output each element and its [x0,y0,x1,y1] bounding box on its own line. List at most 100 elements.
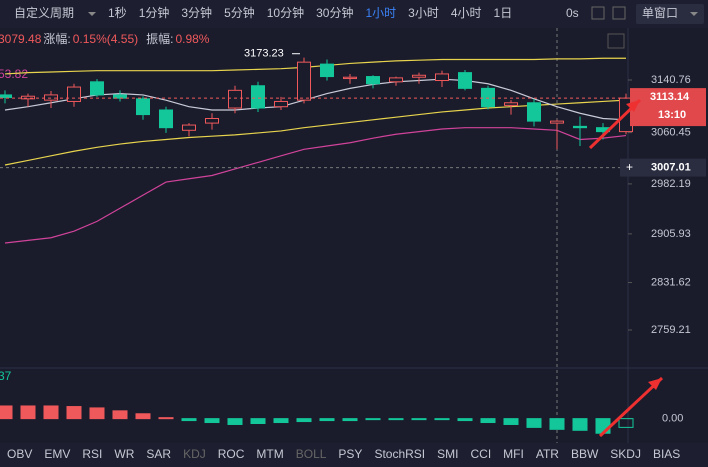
indicator-tab[interactable]: CCI [470,447,491,461]
indicator-tab[interactable]: PSY [338,447,362,461]
histogram-bar [503,418,519,425]
histogram-bar [250,418,266,425]
histogram-bar [388,418,404,421]
y-tick-label: 3140.76 [651,74,691,86]
info-text: 0.15%(4.55) [73,32,138,46]
indicator-tab[interactable]: ROC [218,447,245,461]
candle-body [458,72,472,89]
interval-tab[interactable]: 3分钟 [181,5,212,20]
histogram-bar [342,418,358,422]
indicator-line [4,57,626,75]
histogram-bar [480,418,496,424]
settings-icon[interactable] [612,6,626,20]
crosshair-price: 3007.01 [651,162,691,174]
sub-y-tick-label: 0.00 [662,413,683,425]
info-text: 涨幅: [43,31,70,46]
histogram-bar [181,418,197,422]
candle-body [90,81,104,96]
info-text: 振幅: [146,31,173,46]
indicator-tab[interactable]: BIAS [653,447,680,461]
crosshair-box [620,158,706,177]
histogram-bar [273,418,289,424]
candle-body [205,117,219,124]
candle-body [67,86,81,102]
candle-body [389,77,403,83]
indicator-tab[interactable]: EMV [44,447,70,461]
interval-tab[interactable]: 3小时 [408,6,439,20]
dropdown-caret [690,12,698,16]
histogram-bar [319,418,335,422]
candle-body [504,102,518,106]
indicator-line [4,78,627,121]
last-price-box [630,88,706,127]
candle-body [550,120,564,124]
candle-body [136,98,150,116]
candle-body [251,85,265,109]
candle-countdown: 13:10 [658,109,686,121]
window-label[interactable]: 单窗口 [642,6,678,20]
window-button[interactable] [636,4,704,24]
y-tick-label: 2905.93 [651,228,691,240]
indicator-tab[interactable]: OBV [7,447,32,461]
histogram-bar [158,417,174,420]
interval-tab[interactable]: 10分钟 [267,5,304,20]
indicator-tab[interactable]: MFI [503,447,524,461]
histogram-bar [365,418,381,421]
candle-body [527,102,541,122]
indicator-tab[interactable]: WR [114,447,134,461]
indicator-line [4,99,627,166]
histogram-bar [618,418,634,428]
interval-tab[interactable]: 1小时 [365,6,396,20]
indicator-tab[interactable]: SKDJ [610,447,641,461]
expand-icon[interactable] [591,6,605,20]
histogram-bar [526,418,542,428]
candle-body [412,74,426,78]
candle-body [366,76,380,85]
histogram-bar [112,410,128,420]
y-tick-label: 2759.21 [651,324,691,336]
histogram-bar [227,418,243,425]
y-tick-label: 3060.45 [651,127,691,139]
interval-tab[interactable]: 1分钟 [139,5,170,20]
tab-bar [0,443,708,467]
indicator-tab[interactable]: MTM [256,447,283,461]
indicator-line [4,127,627,244]
last-price: 3113.14 [650,91,690,103]
indicator-tab[interactable]: SMI [437,447,458,461]
indicator-tab[interactable]: BBW [571,447,599,461]
interval-tab[interactable]: 1秒 [108,6,127,20]
candle-body [182,124,196,131]
period-select[interactable]: 自定义周期 [14,5,74,20]
ma-value: 53.82 [0,67,28,81]
histogram-bar [411,418,427,421]
indicator-tab[interactable]: BOLL [296,447,327,461]
y-tick-label: 2982.19 [651,178,691,190]
interval-tab[interactable]: 5分钟 [224,5,255,20]
crosshair-plus: + [626,160,633,174]
high-annotation: 3173.23 [244,48,284,60]
histogram-bar [66,406,82,420]
dropdown-caret [88,12,96,16]
candle-body [159,109,173,129]
candle-body [435,73,449,81]
histogram-bar [434,418,450,421]
candle-body [481,87,495,108]
indicator-tab[interactable]: StochRSI [374,447,425,461]
interval-tab[interactable]: 30分钟 [316,5,353,20]
indicator-tab[interactable]: SAR [146,447,171,461]
histogram-bar [457,418,473,422]
indicator-tab[interactable]: RSI [82,447,102,461]
candle-body [44,94,58,101]
toolbar [0,0,708,28]
red-arrow [598,376,664,438]
indicator-tab[interactable]: ATR [536,447,559,461]
candle-body [0,94,12,99]
fullscreen-icon[interactable] [607,33,625,49]
interval-tab[interactable]: 1日 [494,6,513,20]
candle-body [320,63,334,78]
indicator-tab[interactable]: KDJ [183,447,206,461]
histogram-bar [20,405,36,420]
histogram-bar [296,418,312,423]
interval-tab[interactable]: 4小时 [451,6,482,20]
